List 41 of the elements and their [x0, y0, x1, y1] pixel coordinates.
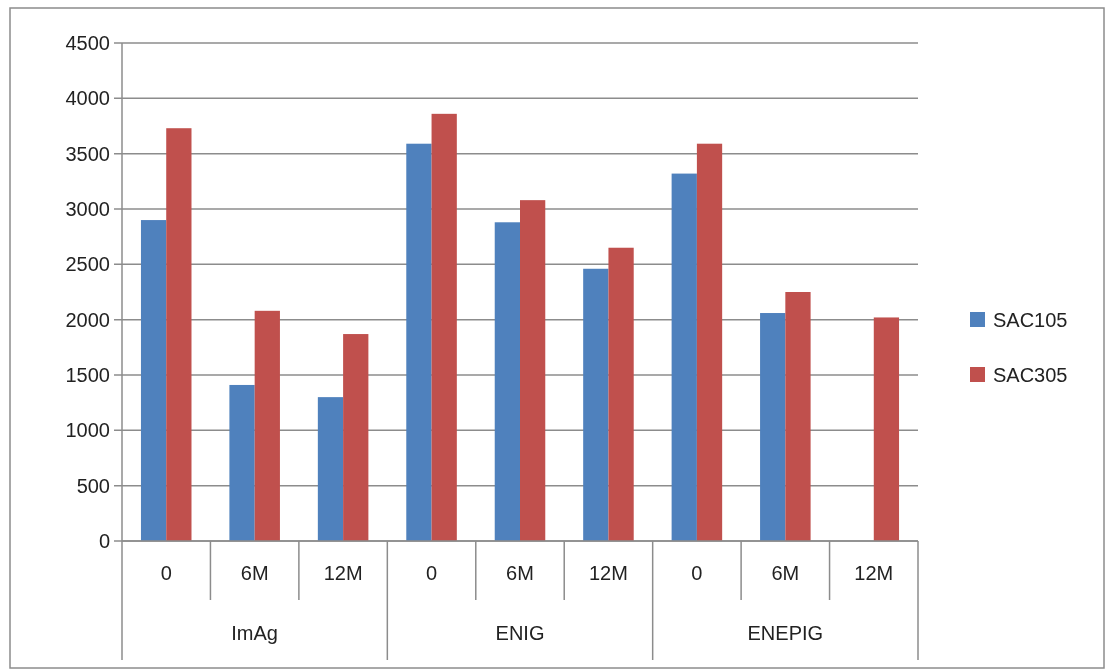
bar	[406, 143, 432, 541]
bar	[785, 292, 811, 541]
bar	[140, 220, 167, 541]
y-tick-label: 3500	[65, 142, 110, 165]
bar	[760, 313, 786, 541]
bar	[254, 310, 280, 541]
text: ENEPIG	[747, 622, 824, 644]
y-tick-label: 500	[76, 474, 110, 497]
legend-label: SAC105	[993, 309, 1068, 331]
x-tick-label: 0	[160, 562, 172, 584]
text: ImAg	[231, 622, 279, 644]
bar	[343, 334, 369, 541]
x-tick-label: 12M	[854, 562, 894, 584]
bar	[520, 200, 546, 541]
x-tick-label: 0	[425, 562, 438, 584]
legend-label: SAC305	[993, 364, 1068, 386]
x-tick-label: 12M	[588, 562, 628, 584]
bar	[431, 113, 457, 541]
y-tick-label: 2500	[65, 253, 110, 276]
bar	[229, 384, 255, 541]
x-tick-label: 6M	[240, 562, 269, 584]
x-tick-label: 0	[691, 562, 703, 584]
bar	[873, 317, 900, 541]
y-tick-label: 1500	[65, 364, 110, 386]
bar	[494, 222, 520, 541]
y-tick-label: 0	[98, 530, 110, 552]
bar	[608, 247, 634, 541]
y-tick-label: 1000	[65, 419, 110, 442]
y-tick-label: 4500	[65, 32, 110, 54]
bar	[317, 397, 344, 541]
bar	[696, 143, 723, 541]
bar	[671, 173, 697, 541]
x-tick-label: 12M	[323, 562, 363, 584]
x-tick-label: 6M	[506, 562, 534, 584]
bar	[583, 268, 609, 541]
x-tick-label: 6M	[771, 562, 800, 584]
y-tick-label: 3000	[65, 198, 110, 220]
bar	[166, 128, 192, 541]
y-tick-label: 4000	[65, 87, 110, 110]
text: ENIG	[495, 622, 545, 644]
y-tick-label: 2000	[65, 308, 110, 331]
